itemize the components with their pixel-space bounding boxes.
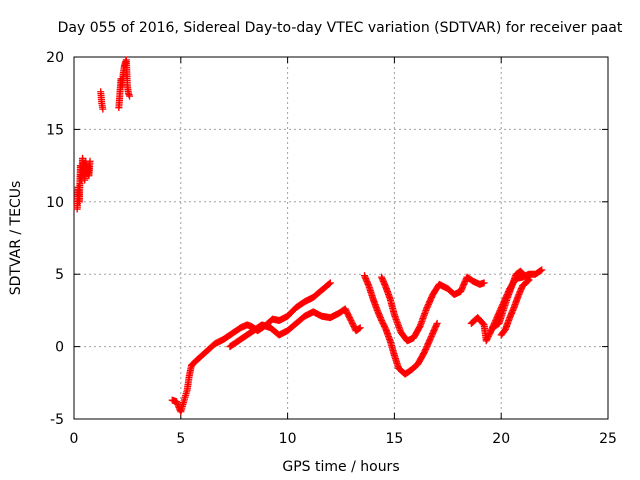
data-point [538,266,546,274]
x-axis-label: GPS time / hours [282,459,399,475]
x-tick-label: 10 [279,431,297,447]
y-tick-label: 5 [55,267,64,283]
data-segment [489,267,533,339]
data-point [99,105,107,113]
plot-frame [73,56,609,420]
axis-ticks: 0 5 10 15 20 25 -5 0 5 10 15 20 [46,50,617,447]
data-segment [115,56,134,112]
y-tick-label: 20 [46,50,64,66]
data-point [433,319,441,327]
data-segment [97,88,107,113]
data-segment [226,305,364,351]
data-point [325,280,333,288]
grid [74,57,608,419]
data-point [497,331,505,339]
data-points [73,56,546,416]
data-point [480,279,488,287]
y-tick-label: 0 [55,340,64,356]
x-tick-label: 25 [599,431,617,447]
data-point [326,279,334,287]
data-point [498,330,506,338]
y-tick-label: 10 [46,195,64,211]
data-point [126,92,134,100]
data-point [86,157,94,165]
x-tick-label: 15 [385,431,403,447]
data-point [356,324,364,332]
x-tick-label: 20 [492,431,510,447]
data-point [537,267,545,275]
x-tick-label: 0 [70,431,79,447]
y-tick-label: -5 [50,412,64,428]
data-point [355,325,363,332]
y-tick-label: 15 [46,122,64,138]
data-segment [168,279,334,416]
data-segment [378,273,488,345]
y-axis-label: SDTVAR / TECUs [8,181,24,296]
data-segment [360,272,441,378]
chart-title: Day 055 of 2016, Sidereal Day-to-day VTE… [58,20,623,36]
x-tick-label: 5 [176,431,185,447]
data-segment [73,154,94,213]
